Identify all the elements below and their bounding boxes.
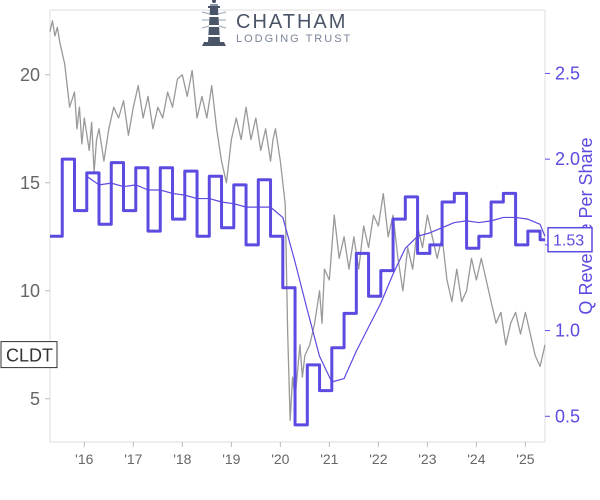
y-left-label: 10 (20, 281, 40, 301)
x-label: '22 (369, 451, 387, 467)
ticker-text: CLDT (6, 346, 53, 366)
x-label: '20 (271, 451, 289, 467)
x-label: '23 (418, 451, 436, 467)
series-revenue_per_share_step (50, 159, 545, 425)
x-label: '24 (467, 451, 485, 467)
series-price (50, 21, 545, 421)
y-right-label: 0.5 (555, 406, 580, 426)
logo-subtitle: LODGING TRUST (236, 33, 352, 45)
stock-chart: 51015200.51.01.52.02.5Q Revenue Per Shar… (0, 0, 600, 500)
x-label: '17 (124, 451, 142, 467)
y-right-label: 1.0 (555, 321, 580, 341)
y-left-label: 20 (20, 65, 40, 85)
y-right-label: 2.5 (555, 63, 580, 83)
y-left-label: 15 (20, 173, 40, 193)
x-label: '19 (222, 451, 240, 467)
company-logo: CHATHAMLODGING TRUST (202, 0, 352, 46)
y-left-label: 5 (30, 389, 40, 409)
x-label: '16 (75, 451, 93, 467)
current-value-text: 1.53 (553, 233, 584, 250)
logo-name: CHATHAM (236, 11, 347, 33)
x-label: '25 (516, 451, 534, 467)
chart-svg: 51015200.51.01.52.02.5Q Revenue Per Shar… (0, 0, 600, 500)
y-right-axis-label: Q Revenue Per Share (576, 137, 596, 314)
x-label: '21 (320, 451, 338, 467)
x-label: '18 (173, 451, 191, 467)
